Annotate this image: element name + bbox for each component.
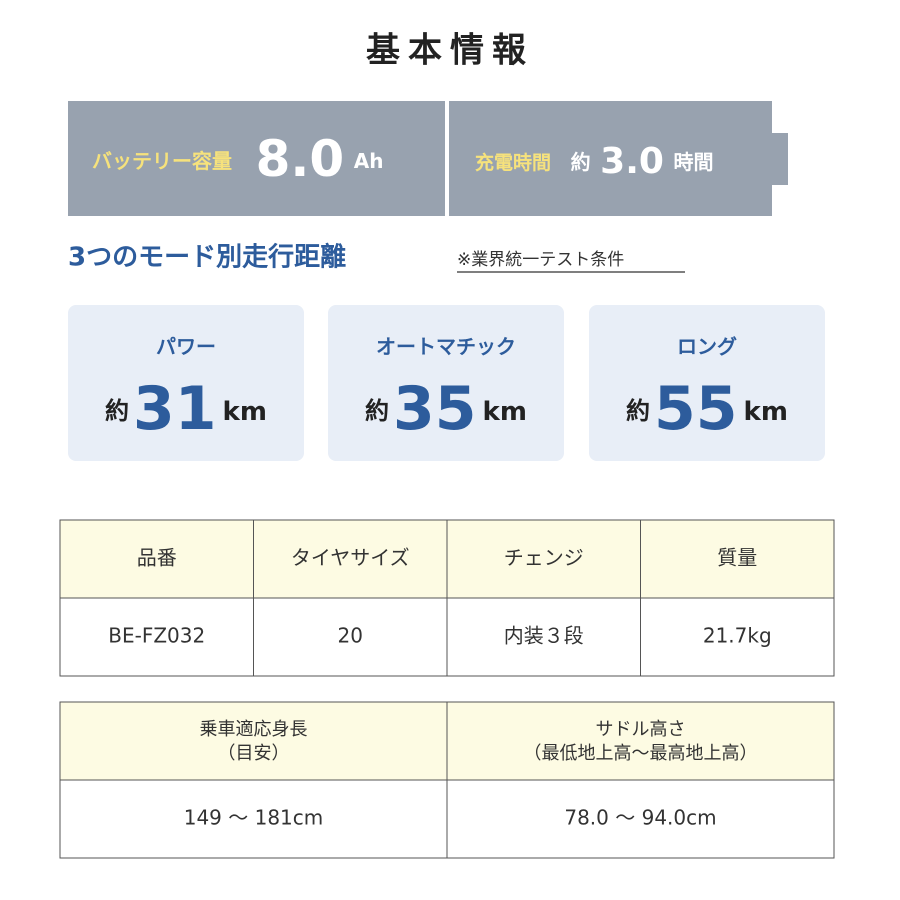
capacity-unit: Ah [354,149,384,173]
mode-unit: km [744,397,788,427]
charge-unit: 時間 [674,150,714,174]
title: 基本情報 [366,31,534,71]
mode-unit: km [223,397,267,427]
charge-value: 3.0 [600,141,664,182]
mode-unit: km [483,397,527,427]
header-cell: （最低地上高～最高地上高） [524,743,758,764]
header-cell: タイヤサイズ [291,546,410,570]
battery-body [68,101,772,216]
cell: 21.7kg [703,624,772,648]
range-note: ※業界統一テスト条件 [457,250,624,270]
mode-label: パワー [156,335,216,359]
capacity-value: 8.0 [256,130,345,188]
mode-value: 31 [133,374,217,444]
charge-prefix: 約 [571,150,591,174]
mode-card [68,305,304,461]
cell: 78.0 ～ 94.0cm [564,806,716,830]
mode-distance: 約55 km [626,374,788,444]
mode-card [328,305,564,461]
cell: 20 [338,624,363,648]
header-cell: サドル高さ [596,719,686,740]
battery-divider [445,101,449,216]
capacity: バッテリー容量 8.0 Ah [92,130,383,188]
mode-card [589,305,825,461]
header-cell: （目安） [218,743,290,764]
cell: 149 ～ 181cm [184,806,324,830]
capacity-label: バッテリー容量 [92,149,232,173]
header-cell: 質量 [717,546,757,570]
charge-label: 充電時間 [475,151,551,174]
cell: 内装３段 [504,624,584,648]
header-cell: チェンジ [504,546,584,570]
mode-value: 55 [654,374,738,444]
battery-nub [772,133,788,185]
charge: 充電時間 約 3.0 時間 [475,141,714,182]
header-cell: 品番 [137,546,177,570]
mode-distance: 約31 km [105,374,267,444]
range-title: 3つのモード別走行距離 [68,242,346,273]
header-cell: 乗車適応身長 [200,719,308,740]
mode-prefix: 約 [626,397,650,425]
mode-value: 35 [393,374,477,444]
mode-prefix: 約 [105,397,129,425]
cell: BE-FZ032 [108,624,205,648]
mode-distance: 約35 km [365,374,527,444]
mode-prefix: 約 [365,397,389,425]
mode-label: ロング [677,335,737,359]
mode-label: オートマチック [376,335,516,359]
